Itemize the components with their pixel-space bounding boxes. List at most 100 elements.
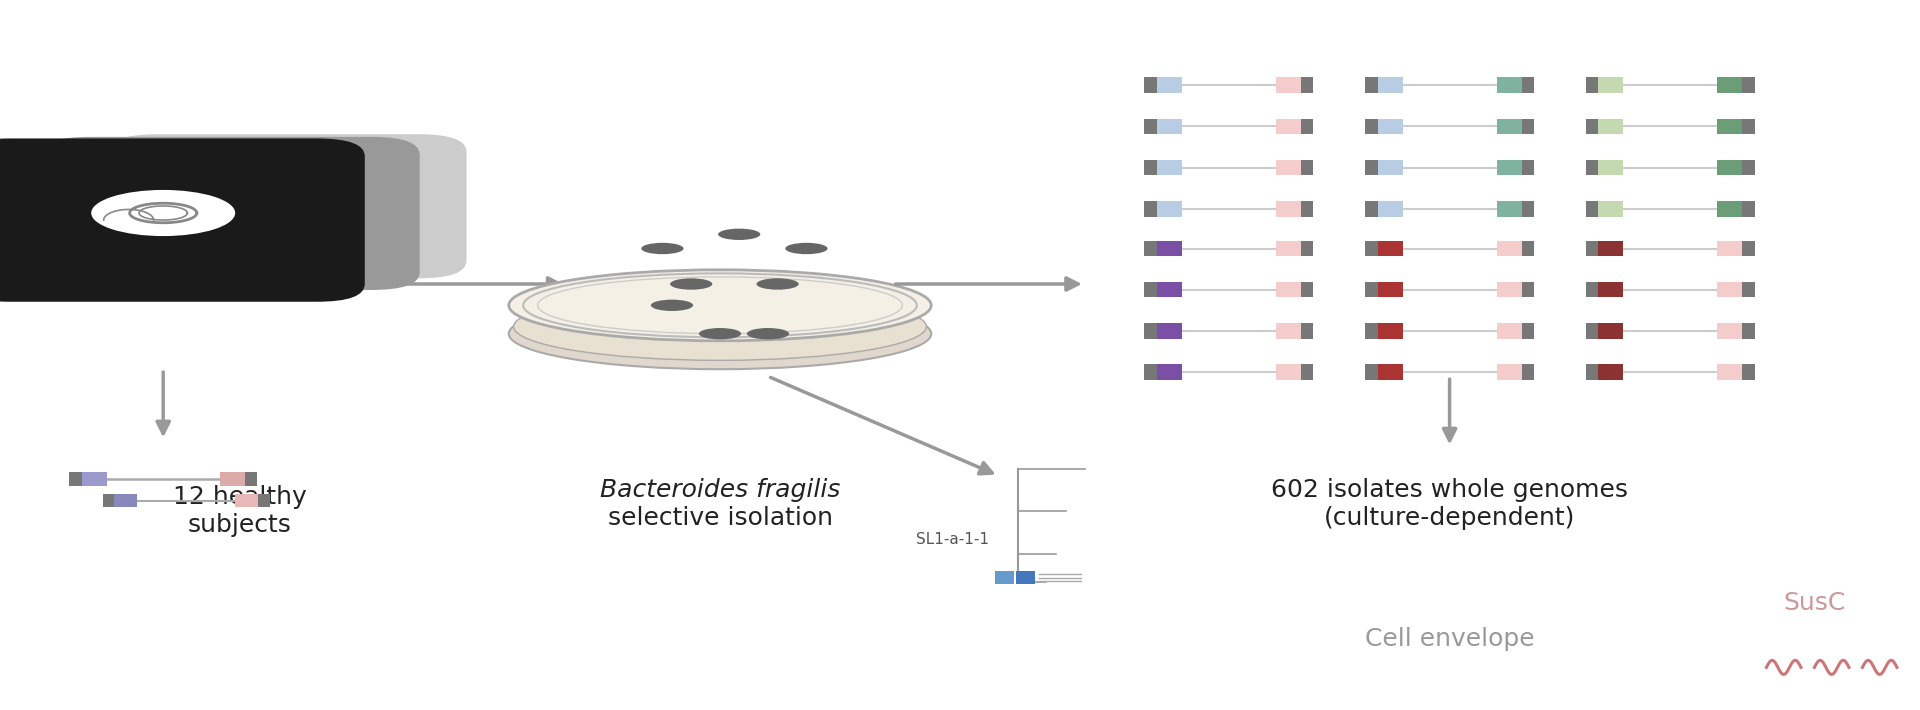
- FancyBboxPatch shape: [1716, 364, 1741, 380]
- FancyBboxPatch shape: [1302, 364, 1313, 380]
- Ellipse shape: [509, 298, 931, 369]
- FancyBboxPatch shape: [1586, 77, 1597, 93]
- FancyBboxPatch shape: [1365, 364, 1379, 380]
- FancyBboxPatch shape: [1275, 119, 1302, 134]
- FancyBboxPatch shape: [1144, 282, 1156, 297]
- FancyBboxPatch shape: [1365, 160, 1379, 175]
- FancyBboxPatch shape: [1741, 323, 1755, 339]
- FancyBboxPatch shape: [40, 137, 420, 290]
- FancyBboxPatch shape: [1275, 241, 1302, 256]
- Text: selective isolation: selective isolation: [607, 506, 833, 530]
- FancyBboxPatch shape: [1275, 282, 1302, 297]
- FancyBboxPatch shape: [1275, 201, 1302, 217]
- FancyBboxPatch shape: [1741, 282, 1755, 297]
- FancyBboxPatch shape: [109, 134, 467, 278]
- FancyBboxPatch shape: [1144, 364, 1156, 380]
- FancyBboxPatch shape: [1379, 77, 1402, 93]
- FancyBboxPatch shape: [246, 472, 257, 486]
- FancyBboxPatch shape: [1586, 241, 1597, 256]
- Text: 12 healthy
subjects: 12 healthy subjects: [173, 486, 307, 537]
- FancyBboxPatch shape: [1302, 282, 1313, 297]
- FancyBboxPatch shape: [1379, 364, 1402, 380]
- FancyBboxPatch shape: [104, 494, 115, 507]
- Text: SL1-a-1-1: SL1-a-1-1: [916, 532, 989, 547]
- FancyBboxPatch shape: [1379, 323, 1402, 339]
- FancyBboxPatch shape: [1275, 77, 1302, 93]
- FancyBboxPatch shape: [1144, 201, 1156, 217]
- FancyBboxPatch shape: [1302, 160, 1313, 175]
- FancyBboxPatch shape: [1597, 364, 1624, 380]
- FancyBboxPatch shape: [1586, 282, 1597, 297]
- FancyBboxPatch shape: [1144, 119, 1156, 134]
- FancyBboxPatch shape: [1586, 323, 1597, 339]
- Ellipse shape: [651, 300, 693, 311]
- FancyBboxPatch shape: [1275, 160, 1302, 175]
- FancyBboxPatch shape: [1716, 323, 1741, 339]
- FancyBboxPatch shape: [0, 138, 365, 302]
- FancyBboxPatch shape: [1156, 241, 1181, 256]
- Text: (culture-dependent): (culture-dependent): [1325, 506, 1574, 530]
- FancyBboxPatch shape: [1365, 323, 1379, 339]
- FancyBboxPatch shape: [1156, 119, 1181, 134]
- FancyBboxPatch shape: [1597, 77, 1624, 93]
- FancyBboxPatch shape: [1498, 160, 1521, 175]
- Ellipse shape: [92, 190, 236, 236]
- FancyBboxPatch shape: [1156, 201, 1181, 217]
- FancyBboxPatch shape: [1302, 323, 1313, 339]
- Ellipse shape: [641, 243, 684, 254]
- FancyBboxPatch shape: [1597, 241, 1624, 256]
- FancyBboxPatch shape: [1716, 282, 1741, 297]
- Text: 602 isolates whole genomes: 602 isolates whole genomes: [1271, 478, 1628, 502]
- Ellipse shape: [92, 165, 236, 211]
- FancyBboxPatch shape: [1597, 119, 1624, 134]
- FancyBboxPatch shape: [236, 494, 257, 507]
- FancyBboxPatch shape: [1597, 282, 1624, 297]
- Ellipse shape: [227, 160, 349, 199]
- FancyBboxPatch shape: [1016, 571, 1035, 584]
- FancyBboxPatch shape: [1302, 119, 1313, 134]
- FancyBboxPatch shape: [1302, 77, 1313, 93]
- FancyBboxPatch shape: [1597, 201, 1624, 217]
- FancyBboxPatch shape: [1498, 201, 1521, 217]
- FancyBboxPatch shape: [69, 472, 81, 486]
- FancyBboxPatch shape: [1521, 282, 1534, 297]
- FancyBboxPatch shape: [1156, 77, 1181, 93]
- FancyBboxPatch shape: [1379, 201, 1402, 217]
- Text: Cell envelope: Cell envelope: [1365, 627, 1534, 651]
- FancyBboxPatch shape: [1156, 160, 1181, 175]
- FancyBboxPatch shape: [1716, 160, 1741, 175]
- FancyBboxPatch shape: [1521, 160, 1534, 175]
- FancyBboxPatch shape: [1716, 241, 1741, 256]
- FancyBboxPatch shape: [1586, 364, 1597, 380]
- FancyBboxPatch shape: [1498, 77, 1521, 93]
- Ellipse shape: [515, 293, 925, 361]
- FancyBboxPatch shape: [1741, 77, 1755, 93]
- FancyBboxPatch shape: [1275, 364, 1302, 380]
- FancyBboxPatch shape: [1379, 282, 1402, 297]
- FancyBboxPatch shape: [1498, 323, 1521, 339]
- FancyBboxPatch shape: [257, 494, 269, 507]
- FancyBboxPatch shape: [1156, 323, 1181, 339]
- FancyBboxPatch shape: [1741, 241, 1755, 256]
- FancyBboxPatch shape: [1586, 119, 1597, 134]
- FancyBboxPatch shape: [1521, 77, 1534, 93]
- FancyBboxPatch shape: [1498, 241, 1521, 256]
- FancyBboxPatch shape: [1741, 364, 1755, 380]
- FancyBboxPatch shape: [1379, 160, 1402, 175]
- FancyBboxPatch shape: [1741, 119, 1755, 134]
- Ellipse shape: [163, 163, 296, 205]
- FancyBboxPatch shape: [219, 472, 246, 486]
- Ellipse shape: [785, 243, 828, 254]
- FancyBboxPatch shape: [1597, 160, 1624, 175]
- FancyBboxPatch shape: [1156, 364, 1181, 380]
- FancyBboxPatch shape: [995, 571, 1014, 584]
- FancyBboxPatch shape: [1521, 201, 1534, 217]
- FancyBboxPatch shape: [1379, 241, 1402, 256]
- FancyBboxPatch shape: [1716, 119, 1741, 134]
- FancyBboxPatch shape: [1716, 201, 1741, 217]
- FancyBboxPatch shape: [1586, 160, 1597, 175]
- FancyBboxPatch shape: [1144, 323, 1156, 339]
- FancyBboxPatch shape: [1365, 282, 1379, 297]
- FancyBboxPatch shape: [1498, 119, 1521, 134]
- FancyBboxPatch shape: [1365, 201, 1379, 217]
